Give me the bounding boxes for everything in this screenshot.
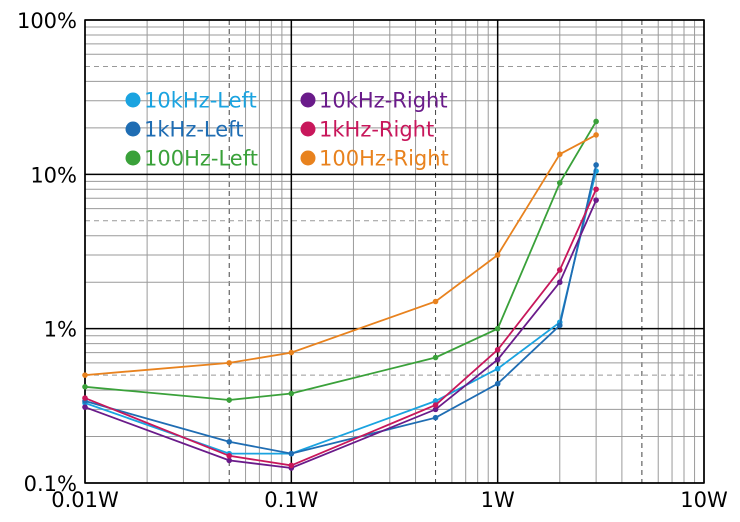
legend-label: 1kHz-Left <box>144 118 243 142</box>
data-point <box>593 132 599 138</box>
plot-frame <box>84 19 705 484</box>
data-point <box>82 395 88 401</box>
data-point <box>494 356 501 363</box>
data-point <box>288 390 295 397</box>
tick-labels: 0.01W 0.1W 1W 10W 0.1% 1% 10% 100% <box>17 9 728 512</box>
legend-marker <box>125 92 141 108</box>
data-point <box>288 450 295 457</box>
y-tick-label: 0.1% <box>24 472 77 496</box>
data-point <box>82 384 88 390</box>
legend-label: 1kHz-Right <box>319 118 434 142</box>
legend-label: 10kHz-Left <box>144 89 257 113</box>
data-point <box>288 462 295 469</box>
grid <box>84 19 705 484</box>
y-tick-label: 100% <box>17 9 77 33</box>
data-point <box>556 151 563 158</box>
data-point <box>593 186 599 193</box>
legend-label: 100Hz-Left <box>144 147 258 171</box>
data-point <box>226 397 233 403</box>
data-point <box>494 365 501 372</box>
data-point <box>82 372 88 378</box>
data-point <box>432 402 439 408</box>
data-point <box>494 380 501 387</box>
legend-marker <box>300 92 316 108</box>
data-point <box>494 252 501 258</box>
data-point <box>494 325 501 332</box>
data-point <box>593 197 599 203</box>
legend-label: 10kHz-Right <box>319 89 448 113</box>
legend-marker <box>125 121 141 137</box>
data-point <box>432 414 439 421</box>
x-tick-label: 0.1W <box>264 488 318 512</box>
data-point <box>226 360 233 366</box>
data-point <box>226 453 233 459</box>
series-group <box>82 118 599 471</box>
x-tick-label: 10W <box>680 488 728 512</box>
legend-label: 100Hz-Right <box>319 147 449 171</box>
legend: 10kHz-Left 1kHz-Left 100Hz-Left 10kHz-Right… <box>125 89 449 171</box>
data-point <box>226 438 233 445</box>
legend-marker <box>300 121 316 137</box>
data-point <box>432 398 439 404</box>
data-point <box>432 354 439 361</box>
legend-marker <box>300 150 316 166</box>
series-line-4 <box>84 188 597 467</box>
data-point <box>494 346 501 353</box>
data-point <box>288 349 295 356</box>
series-line-0 <box>84 170 597 455</box>
data-point <box>593 118 599 125</box>
data-point <box>556 267 563 273</box>
data-point <box>593 162 599 168</box>
data-point <box>226 457 233 464</box>
data-point <box>432 298 439 305</box>
x-tick-label: 1W <box>481 488 515 512</box>
data-point <box>556 180 563 186</box>
y-tick-label: 1% <box>44 318 77 342</box>
x-tick-label: 0.01W <box>51 488 119 512</box>
data-point <box>556 279 563 286</box>
data-point <box>556 322 563 329</box>
data-point <box>82 404 88 410</box>
data-point <box>432 406 439 413</box>
y-tick-label: 10% <box>30 163 77 187</box>
legend-marker <box>125 150 141 166</box>
